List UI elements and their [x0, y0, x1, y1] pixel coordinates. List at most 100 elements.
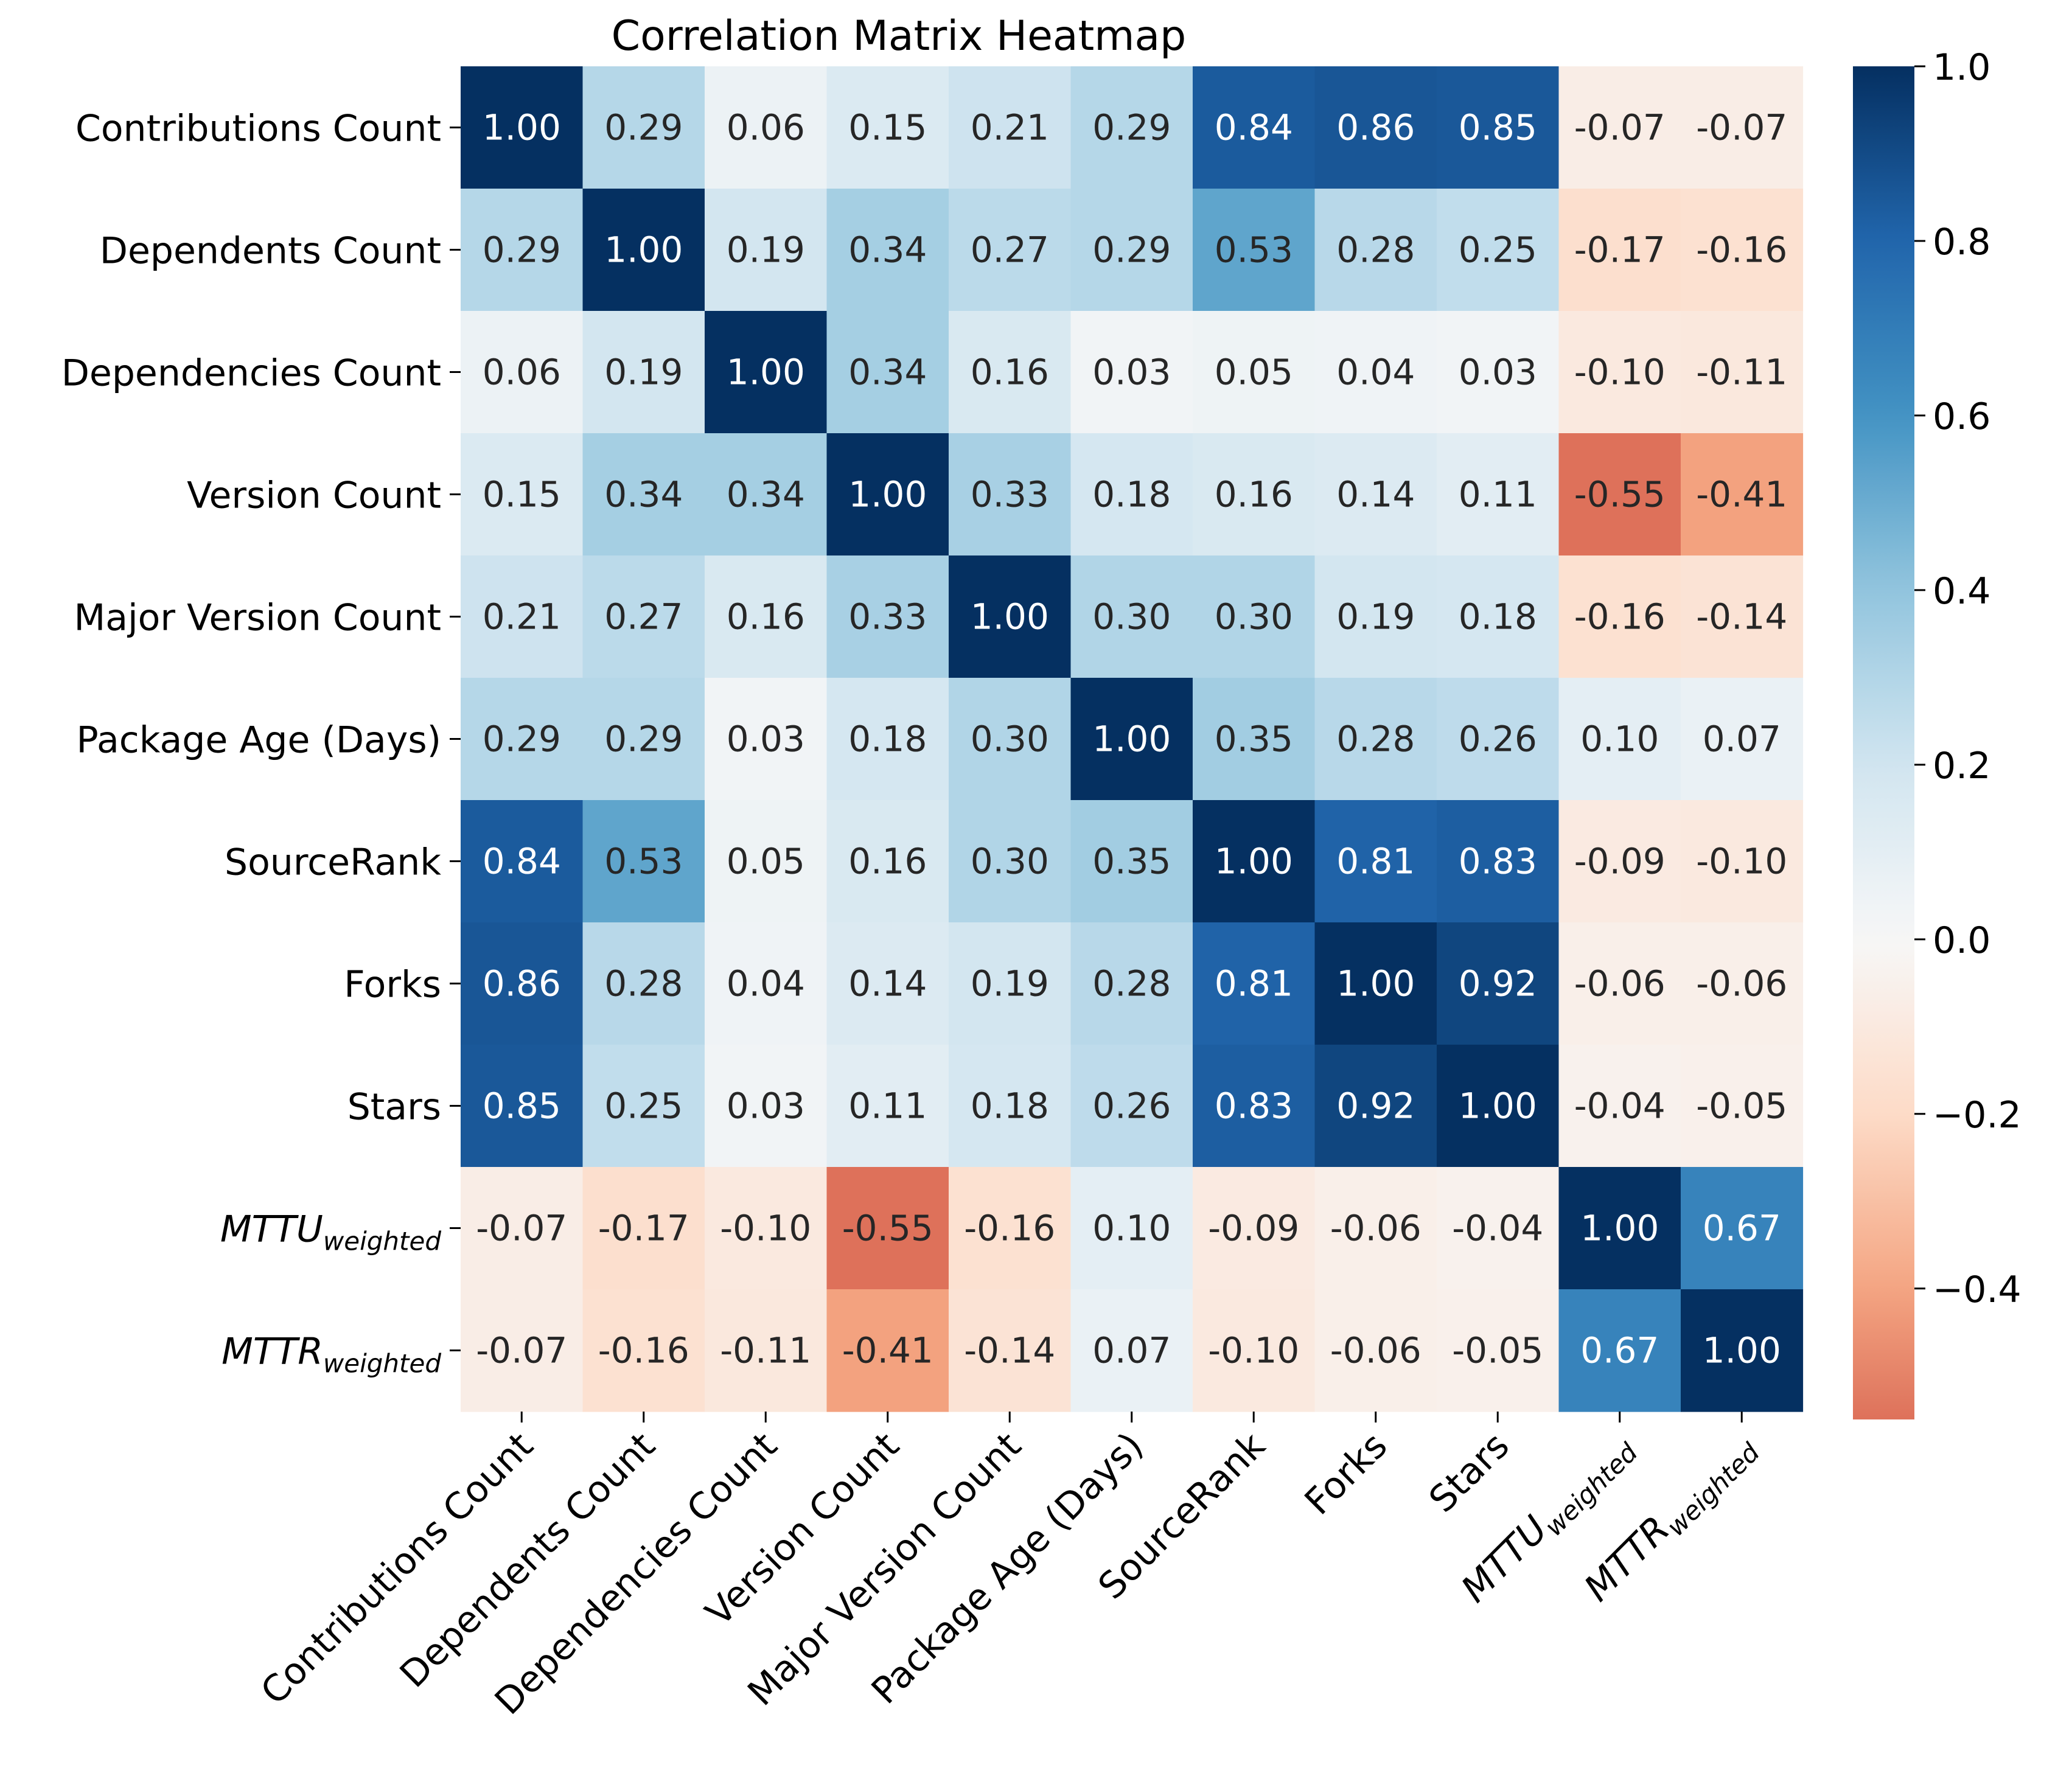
cell-value-label: 1.00: [1459, 1085, 1537, 1127]
heatmap-cell: [1437, 555, 1560, 678]
heatmap-cell: [1681, 1045, 1804, 1168]
heatmap-cell: [1193, 433, 1316, 556]
cell-value-label: -0.09: [1574, 841, 1666, 882]
heatmap-cell: [705, 1289, 828, 1412]
heatmap-cell: [1193, 189, 1316, 312]
heatmap-cell: [1558, 555, 1681, 678]
heatmap-cell: [949, 311, 1072, 434]
heatmap-cell: [1314, 311, 1437, 434]
heatmap-cell: [1314, 922, 1437, 1045]
heatmap-cell: [1437, 433, 1560, 556]
heatmap-cell: [1558, 1167, 1681, 1290]
heatmap-cell: [705, 189, 828, 312]
cell-value-label: 1.00: [1580, 1208, 1659, 1249]
heatmap-cell: [1437, 1045, 1560, 1168]
cell-value-label: 0.19: [971, 963, 1049, 1005]
cell-value-label: 0.67: [1580, 1330, 1659, 1371]
colorbar-tick-label: −0.2: [1933, 1094, 2021, 1137]
heatmap-cell: [461, 66, 584, 189]
heatmap-cell: [461, 678, 584, 801]
cell-value-label: 0.14: [1336, 474, 1415, 515]
cell-value-label: 0.92: [1459, 963, 1537, 1005]
cell-value-label: 0.04: [727, 963, 805, 1005]
cell-value-label: 0.85: [483, 1085, 561, 1127]
cell-value-label: 0.18: [848, 719, 927, 760]
heatmap-cell: [1070, 1045, 1193, 1168]
heatmap-cell: [1193, 678, 1316, 801]
heatmap-cell: [705, 1045, 828, 1168]
cell-value-label: 0.33: [848, 596, 927, 638]
heatmap-cell: [582, 66, 705, 189]
heatmap-cell: [1314, 800, 1437, 923]
heatmap-cell: [1193, 800, 1316, 923]
heatmap-cell: [949, 555, 1072, 678]
y-tick-label-sourcerank: SourceRank: [225, 841, 441, 884]
heatmap-cell: [949, 1167, 1072, 1290]
colorbar-tick-label: 0.2: [1933, 745, 1990, 787]
cell-value-label: 0.29: [483, 229, 561, 271]
heatmap-cell: [826, 1289, 949, 1412]
cell-value-label: 0.10: [1580, 719, 1659, 760]
heatmap-cell: [705, 555, 828, 678]
heatmap-cell: [461, 1045, 584, 1168]
cell-value-label: 0.29: [483, 719, 561, 760]
cell-value-label: 0.11: [1459, 474, 1537, 515]
cell-value-label: 0.19: [727, 229, 805, 271]
heatmap-cell: [949, 1045, 1072, 1168]
cell-value-label: -0.11: [720, 1330, 811, 1371]
cell-value-label: 0.28: [1336, 229, 1415, 271]
cell-value-label: -0.16: [1696, 229, 1787, 271]
heatmap-cell: [582, 922, 705, 1045]
y-tick-label-mttu-weighted: MTTUweighted: [220, 1208, 441, 1256]
cell-value-label: 0.28: [1092, 963, 1171, 1005]
cell-value-label: 0.84: [1215, 107, 1293, 148]
heatmap-cell: [826, 800, 949, 923]
cell-value-label: 0.06: [727, 107, 805, 148]
cell-value-label: 0.03: [727, 1085, 805, 1127]
cell-value-label: 0.16: [1215, 474, 1293, 515]
heatmap-cell: [461, 189, 584, 312]
cell-value-label: 0.18: [1092, 474, 1171, 515]
cell-value-label: -0.14: [964, 1330, 1055, 1371]
cell-value-label: 0.27: [971, 229, 1049, 271]
cell-value-label: 0.81: [1336, 841, 1415, 882]
cell-value-label: -0.10: [720, 1208, 811, 1249]
cell-value-label: 0.10: [1092, 1208, 1171, 1249]
heatmap-cell: [582, 678, 705, 801]
y-tick-label-forks: Forks: [344, 964, 441, 1006]
cell-value-label: -0.16: [964, 1208, 1055, 1249]
y-tick-label-contributions-count: Contributions Count: [75, 108, 441, 150]
heatmap-cell: [582, 800, 705, 923]
heatmap-cell: [1681, 922, 1804, 1045]
heatmap-cell: [1437, 1289, 1560, 1412]
colorbar-tick-label: 0.8: [1933, 221, 1990, 263]
heatmap-cell: [1437, 66, 1560, 189]
cell-value-label: 0.26: [1092, 1085, 1171, 1127]
cell-value-label: 0.29: [1092, 107, 1171, 148]
heatmap-cell: [1437, 189, 1560, 312]
heatmap-cell: [949, 189, 1072, 312]
heatmap-cell: [826, 311, 949, 434]
colorbar-tick-label: 1.0: [1933, 46, 1990, 89]
cell-value-label: 0.11: [848, 1085, 927, 1127]
cell-value-label: 0.14: [848, 963, 927, 1005]
y-tick-label-major-version-count: Major Version Count: [74, 597, 441, 639]
heatmap-cell: [582, 433, 705, 556]
heatmap-cell: [1070, 1167, 1193, 1290]
cell-value-label: -0.07: [1574, 107, 1666, 148]
heatmap-cell: [1558, 66, 1681, 189]
colorbar: 1.0 0.8 0.6 0.4 0.2 0.0 −0.2 −0.4: [1853, 46, 2021, 1419]
heatmap-cell: [1681, 678, 1804, 801]
cell-value-label: 0.34: [848, 352, 927, 393]
heatmap-cell: [1070, 189, 1193, 312]
cell-value-label: 1.00: [483, 107, 561, 148]
cell-value-label: 0.85: [1459, 107, 1537, 148]
cell-value-label: 0.05: [1215, 352, 1293, 393]
cell-value-label: 0.16: [848, 841, 927, 882]
cell-value-label: 0.16: [727, 596, 805, 638]
heatmap-cell: [1437, 311, 1560, 434]
x-tick-label-mttr-weighted: MTTRweighted: [1576, 1424, 1765, 1614]
heatmap-cell: [826, 1045, 949, 1168]
